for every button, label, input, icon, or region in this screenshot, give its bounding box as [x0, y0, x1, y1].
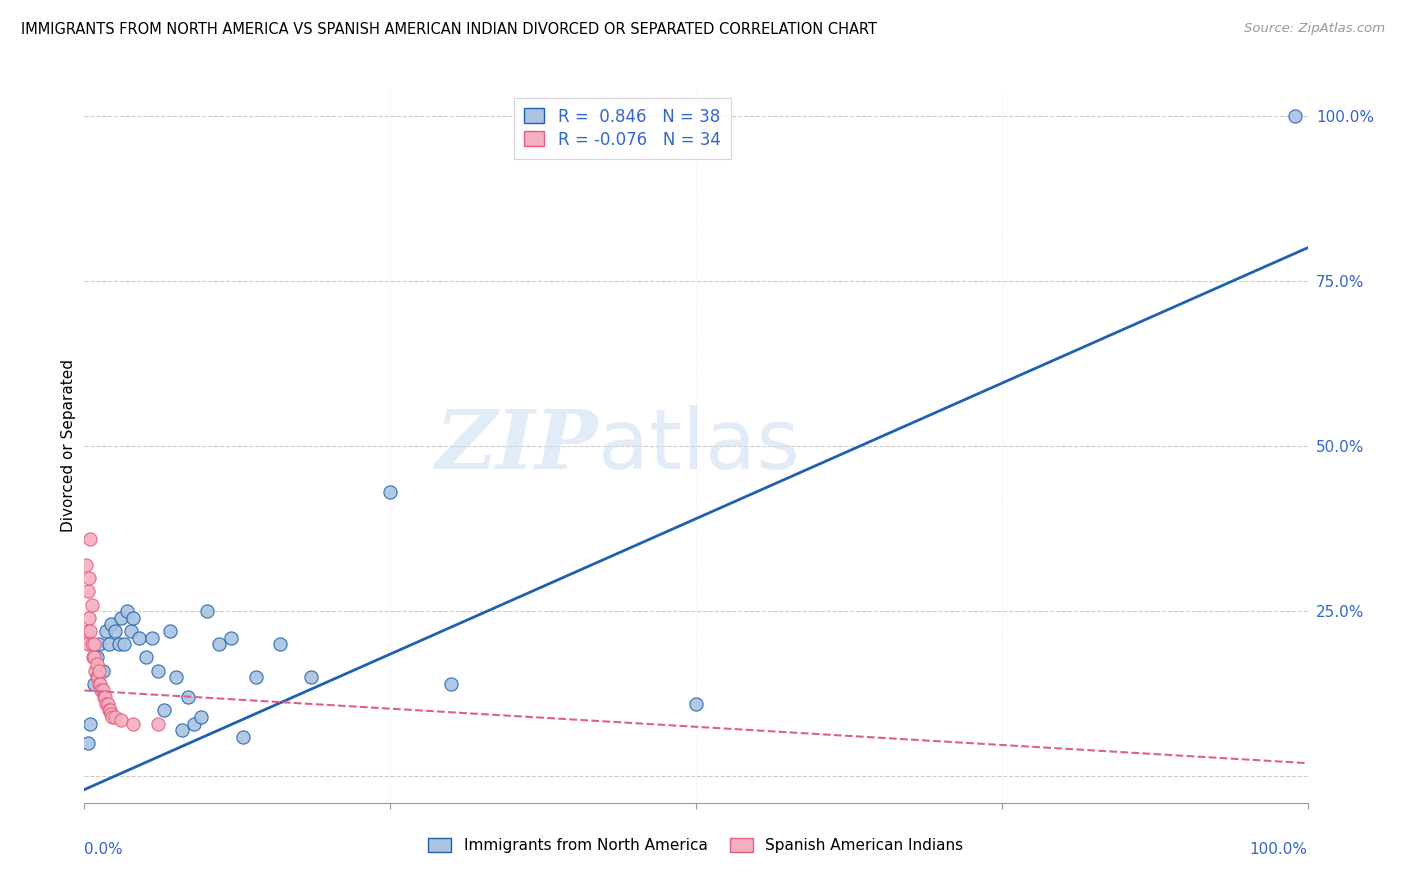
Point [177, 690, 200, 704]
Point [232, 730, 254, 744]
Point [79, 624, 101, 638]
Point [299, 670, 322, 684]
Point [93, 690, 115, 704]
Point [83, 677, 105, 691]
Point [98, 703, 121, 717]
Point [1284, 109, 1306, 123]
Point [141, 631, 163, 645]
Point [685, 697, 707, 711]
Point [97, 697, 120, 711]
Point [146, 716, 169, 731]
Legend: Immigrants from North America, Spanish American Indians: Immigrants from North America, Spanish A… [422, 832, 970, 859]
Point [80, 637, 103, 651]
Point [97, 637, 120, 651]
Point [96, 624, 118, 638]
Text: IMMIGRANTS FROM NORTH AMERICA VS SPANISH AMERICAN INDIAN DIVORCED OR SEPARATED C: IMMIGRANTS FROM NORTH AMERICA VS SPANISH… [21, 22, 877, 37]
Text: Source: ZipAtlas.com: Source: ZipAtlas.com [1244, 22, 1385, 36]
Point [122, 716, 145, 731]
Point [107, 637, 129, 651]
Point [80, 598, 103, 612]
Point [91, 683, 114, 698]
Point [440, 677, 463, 691]
Point [100, 617, 122, 632]
Point [77, 584, 100, 599]
Point [86, 650, 108, 665]
Point [84, 664, 107, 678]
Point [104, 710, 127, 724]
Point [159, 624, 181, 638]
Point [77, 736, 100, 750]
Point [380, 485, 402, 500]
Point [190, 710, 212, 724]
Point [87, 637, 110, 651]
Point [104, 624, 127, 638]
Point [122, 611, 145, 625]
Point [110, 713, 132, 727]
Point [97, 703, 120, 717]
Point [219, 631, 242, 645]
Point [83, 650, 105, 665]
Point [94, 690, 117, 704]
Point [183, 716, 205, 731]
Point [86, 670, 108, 684]
Point [96, 697, 118, 711]
Point [115, 604, 138, 618]
Point [90, 683, 112, 698]
Point [245, 670, 267, 684]
Point [208, 637, 231, 651]
Point [79, 716, 101, 731]
Point [101, 710, 124, 724]
Point [77, 611, 100, 625]
Point [153, 703, 176, 717]
Point [86, 657, 108, 671]
Point [195, 604, 218, 618]
Text: atlas: atlas [598, 406, 800, 486]
Point [112, 637, 135, 651]
Point [79, 532, 101, 546]
Point [165, 670, 187, 684]
Point [135, 650, 157, 665]
Point [82, 650, 104, 665]
Point [146, 664, 169, 678]
Point [75, 558, 97, 572]
Point [77, 571, 100, 585]
Point [87, 664, 110, 678]
Point [89, 677, 111, 691]
Point [172, 723, 194, 738]
Point [110, 611, 132, 625]
Point [77, 637, 100, 651]
Point [269, 637, 291, 651]
Point [120, 624, 142, 638]
Point [128, 631, 150, 645]
Text: ZIP: ZIP [436, 406, 598, 486]
Text: 100.0%: 100.0% [1250, 842, 1308, 857]
Point [87, 677, 110, 691]
Point [83, 637, 105, 651]
Point [100, 706, 122, 721]
Text: 0.0%: 0.0% [84, 842, 124, 857]
Point [87, 670, 110, 684]
Y-axis label: Divorced or Separated: Divorced or Separated [60, 359, 76, 533]
Point [76, 624, 98, 638]
Point [91, 664, 114, 678]
